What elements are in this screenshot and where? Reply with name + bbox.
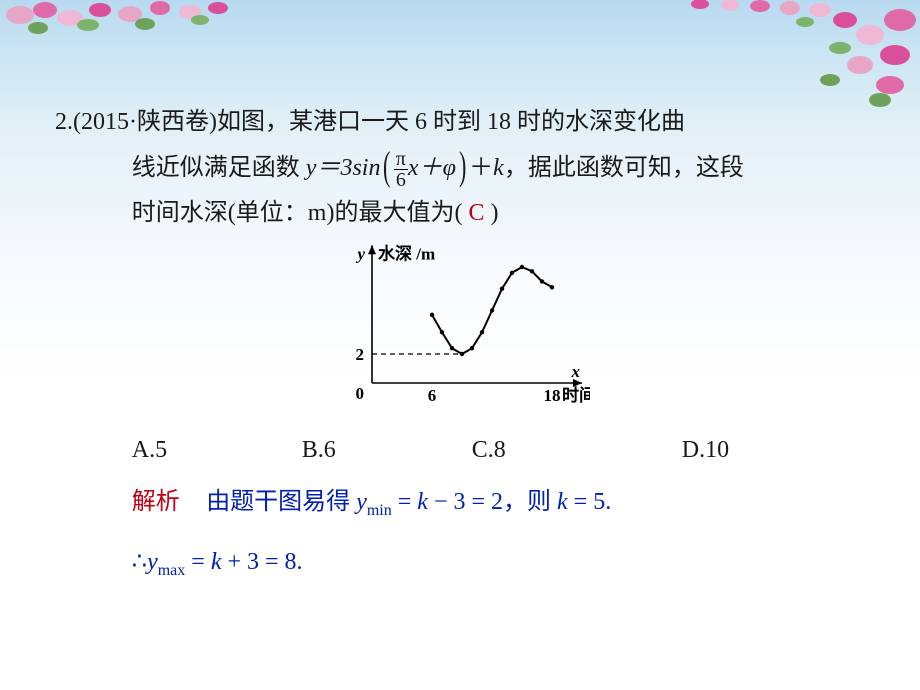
question-line-2: 线近似满足函数 y＝3sin(π6x＋φ)＋k，据此函数可知，这段 — [55, 146, 865, 192]
slide-content: 2.(2015·陕西卷)如图，某港口一天 6 时到 18 时的水深变化曲 线近似… — [0, 0, 920, 586]
formula-plus: ＋ — [469, 155, 493, 181]
svg-text:时间 /h: 时间 /h — [562, 385, 590, 405]
question-number: 2. — [55, 109, 73, 135]
sol-k3: k — [211, 549, 222, 575]
svg-text:水深 /m: 水深 /m — [378, 243, 435, 263]
svg-text:0: 0 — [356, 384, 365, 403]
answer-letter: C — [468, 200, 484, 226]
sol-y1: y — [356, 489, 367, 515]
paren-open: ( — [383, 146, 390, 186]
svg-text:x: x — [571, 362, 581, 381]
water-depth-chart: y 水深 /m 2 0 6 18 x 时间 /h — [330, 243, 590, 408]
frac-den: 6 — [394, 170, 408, 190]
formula-phi: φ — [443, 155, 456, 181]
svg-text:18: 18 — [544, 386, 561, 405]
svg-text:2: 2 — [356, 345, 365, 364]
question-source: (2015·陕西卷) — [73, 109, 217, 135]
question-line-3: 时间水深(单位：m)的最大值为( C ) — [55, 191, 865, 237]
sol-pre: 由题干图易得 — [206, 489, 356, 515]
sol-minus3: − 3 = 2，则 — [428, 489, 557, 515]
option-d: D.10 — [682, 428, 729, 474]
fraction: π6 — [394, 149, 408, 190]
question-text-1: 如图，某港口一天 6 时到 18 时的水深变化曲 — [217, 100, 865, 146]
chart-container: y 水深 /m 2 0 6 18 x 时间 /h — [55, 243, 865, 425]
paren-close: ) — [459, 146, 466, 186]
svg-text:6: 6 — [428, 386, 437, 405]
solution-line-1: 解析由题干图易得 ymin = k − 3 = 2，则 k = 5. — [55, 480, 865, 526]
solution-label: 解析 — [132, 489, 180, 515]
sol-eq1: = — [392, 489, 418, 515]
sol-min: min — [367, 502, 392, 519]
sol-max: max — [158, 562, 186, 579]
option-a: A.5 — [132, 428, 302, 474]
frac-num: π — [394, 149, 408, 170]
option-b: B.6 — [302, 428, 472, 474]
sol-y2: y — [147, 549, 158, 575]
q-line2-pre: 线近似满足函数 — [132, 155, 306, 181]
svg-text:y: y — [355, 244, 365, 263]
sol-eq5: = 5. — [568, 489, 612, 515]
sol-k1: k — [417, 489, 428, 515]
solution-line-2: ∴ymax = k + 3 = 8. — [55, 540, 865, 586]
q-line3-close: ) — [490, 200, 498, 226]
options-row: A.5 B.6 C.8 D.10 — [55, 428, 865, 474]
therefore-symbol: ∴ — [132, 549, 147, 575]
option-c: C.8 — [472, 428, 682, 474]
sol-plus3: + 3 = 8. — [221, 549, 302, 575]
q-line2-post: ，据此函数可知，这段 — [504, 155, 744, 181]
sol-eq2: = — [185, 549, 211, 575]
sol-k2: k — [557, 489, 568, 515]
formula-x-plus: x＋ — [408, 155, 443, 181]
q-line3-text: 时间水深(单位：m)的最大值为( — [132, 200, 463, 226]
formula-y-eq: y＝3sin — [306, 155, 381, 181]
question-line-1: 2.(2015·陕西卷)如图，某港口一天 6 时到 18 时的水深变化曲 — [55, 100, 865, 146]
formula: y＝3sin(π6x＋φ)＋k — [306, 155, 504, 181]
formula-k: k — [493, 155, 504, 181]
